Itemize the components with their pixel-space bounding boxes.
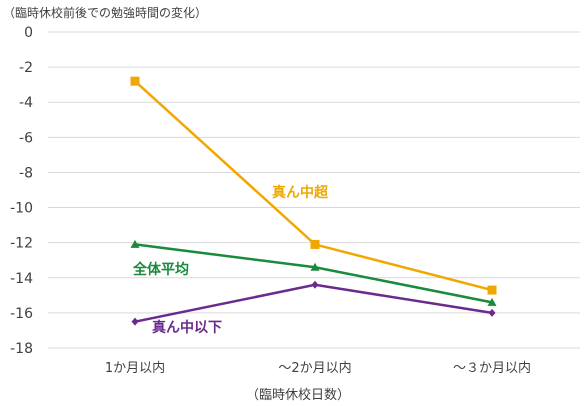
- y-tick-label: -8: [19, 165, 33, 181]
- data-point-marker: [130, 239, 140, 248]
- y-tick-label: -2: [19, 60, 33, 76]
- y-tick-label: -14: [10, 271, 33, 287]
- x-axis-category-labels: 1か月以内 ～2か月以内 ～３か月以内: [105, 360, 531, 376]
- y-tick-label: -12: [10, 236, 33, 252]
- series-lines: [130, 76, 497, 326]
- y-tick-label: -18: [10, 341, 33, 357]
- chart-title: （臨時休校前後での勉強時間の変化）: [3, 5, 207, 20]
- x-category-label: ～３か月以内: [453, 360, 531, 376]
- data-point-marker: [311, 280, 319, 289]
- series-label: 全体平均: [132, 261, 189, 278]
- y-tick-label: -16: [10, 306, 33, 322]
- series-label: 真ん中以下: [152, 319, 222, 336]
- data-point-marker: [310, 239, 320, 249]
- y-tick-label: -4: [19, 95, 33, 111]
- series-label: 真ん中超: [272, 184, 329, 201]
- data-point-marker: [487, 285, 497, 295]
- data-point-marker: [131, 317, 139, 326]
- data-point-marker: [310, 262, 320, 271]
- series-line: [134, 283, 493, 323]
- x-category-label: 1か月以内: [105, 360, 165, 376]
- data-point-marker: [487, 297, 497, 306]
- data-point-marker: [130, 76, 140, 86]
- x-axis-label: （臨時休校日数）: [246, 387, 350, 403]
- grid-lines: [48, 31, 580, 349]
- y-axis-tick-labels: 0 -2 -4 -6 -8 -10 -12 -14 -16 -18: [10, 25, 33, 357]
- y-tick-label: 0: [24, 25, 33, 41]
- y-tick-label: -10: [10, 201, 33, 217]
- data-point-marker: [488, 308, 496, 317]
- x-category-label: ～2か月以内: [278, 360, 351, 376]
- y-tick-label: -6: [19, 130, 33, 146]
